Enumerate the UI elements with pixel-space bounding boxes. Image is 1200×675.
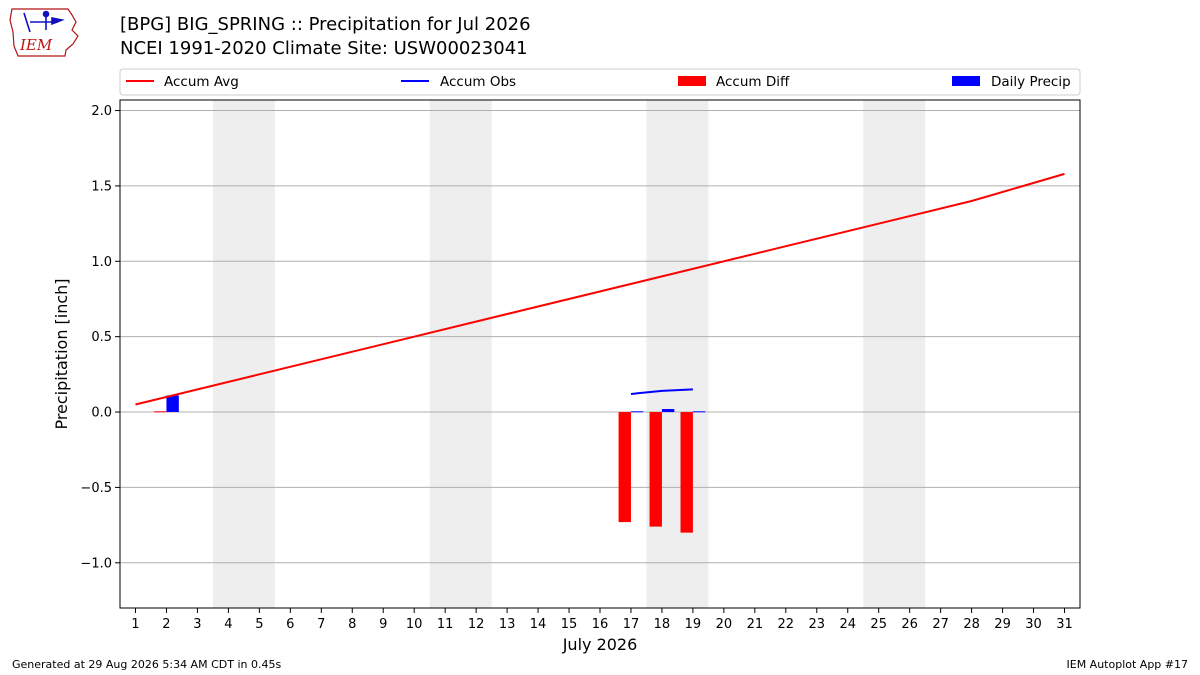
x-tick-label: 12 xyxy=(468,617,485,632)
weather-station-icon xyxy=(23,10,65,33)
daily-precip-bar xyxy=(661,409,675,413)
x-tick-label: 25 xyxy=(870,617,887,632)
y-tick-label: −1.0 xyxy=(80,556,112,571)
legend-swatch-accum-diff xyxy=(678,76,706,86)
x-tick-label: 9 xyxy=(379,617,387,632)
x-tick-label: 23 xyxy=(809,617,826,632)
legend-label-accum-obs: Accum Obs xyxy=(440,74,516,90)
x-tick-label: 27 xyxy=(932,617,949,632)
x-tick-label: 6 xyxy=(286,617,294,632)
legend-label-accum-diff: Accum Diff xyxy=(716,74,790,90)
x-tick-label: 26 xyxy=(901,617,918,632)
x-tick-label: 18 xyxy=(654,617,671,632)
weekend-shade-2 xyxy=(429,100,492,608)
x-tick-label: 21 xyxy=(747,617,764,632)
accum-diff-bar xyxy=(680,412,693,533)
legend-frame xyxy=(119,68,1081,96)
x-tick-label: 31 xyxy=(1056,617,1073,632)
x-tick-label: 28 xyxy=(963,617,980,632)
footer-generated-text: Generated at 29 Aug 2026 5:34 AM CDT in … xyxy=(12,658,282,671)
accum-diff-bar xyxy=(154,411,167,413)
y-axis-label: Precipitation [inch] xyxy=(52,278,71,429)
daily-precip-bar xyxy=(166,395,179,413)
x-tick-label: 11 xyxy=(437,617,454,632)
weekend-shade-1 xyxy=(212,100,275,608)
x-tick-label: 4 xyxy=(224,617,232,632)
x-tick-label: 7 xyxy=(317,617,325,632)
x-tick-label: 16 xyxy=(592,617,609,632)
y-tick-label: 0.5 xyxy=(91,330,112,345)
legend-label-accum-avg: Accum Avg xyxy=(164,74,239,90)
accum-avg-line xyxy=(135,172,1065,406)
logo-text: IEM xyxy=(19,36,53,54)
legend: Accum Avg Accum Obs Accum Diff Daily Pre… xyxy=(119,68,1081,96)
x-tick-label: 15 xyxy=(561,617,578,632)
daily-precip-bar xyxy=(692,411,706,413)
x-tick-label: 13 xyxy=(499,617,516,632)
accum-diff-bar xyxy=(649,412,662,527)
legend-label-daily-precip: Daily Precip xyxy=(991,74,1071,90)
x-tick-label: 30 xyxy=(1025,617,1042,632)
x-tick-label: 20 xyxy=(716,617,733,632)
y-tick-label: 0.0 xyxy=(91,406,112,421)
x-tick-label: 22 xyxy=(778,617,795,632)
plot-area: −1.0−0.50.00.51.01.52.01 2 3 4 5 6 7 8 9 10 11 12 13… xyxy=(80,99,1081,632)
x-tick-label: 24 xyxy=(839,617,856,632)
x-tick-label: 10 xyxy=(406,617,423,632)
x-tick-label: 29 xyxy=(994,617,1011,632)
iem-logo: IEM xyxy=(9,8,79,57)
weekend-shade-4 xyxy=(863,100,926,608)
y-tick-label: −0.5 xyxy=(80,481,112,496)
x-tick-label: 1 xyxy=(131,617,139,632)
weekend-shade-3 xyxy=(646,100,709,608)
accum-diff-bar xyxy=(618,412,631,523)
plot-frame xyxy=(119,99,1081,609)
x-tick-label: 5 xyxy=(255,617,263,632)
y-tick-label: 2.0 xyxy=(91,104,112,119)
x-tick-label: 17 xyxy=(623,617,640,632)
legend-swatch-daily-precip xyxy=(952,76,980,86)
chart-title-line2: NCEI 1991-2020 Climate Site: USW00023041 xyxy=(120,38,528,59)
daily-precip-bar xyxy=(630,411,644,413)
x-tick-label: 14 xyxy=(530,617,547,632)
x-tick-label: 8 xyxy=(348,617,356,632)
x-tick-label: 3 xyxy=(193,617,201,632)
x-tick-label: 2 xyxy=(162,617,170,632)
x-axis-label: July 2026 xyxy=(562,635,638,654)
footer-app-label: IEM Autoplot App #17 xyxy=(1066,658,1189,671)
chart-title-line1: [BPG] BIG_SPRING :: Precipitation for Ju… xyxy=(120,14,531,35)
accum-obs-line xyxy=(630,388,693,395)
y-tick-label: 1.5 xyxy=(91,179,112,194)
x-tick-label: 19 xyxy=(685,617,702,632)
y-tick-label: 1.0 xyxy=(91,255,112,270)
